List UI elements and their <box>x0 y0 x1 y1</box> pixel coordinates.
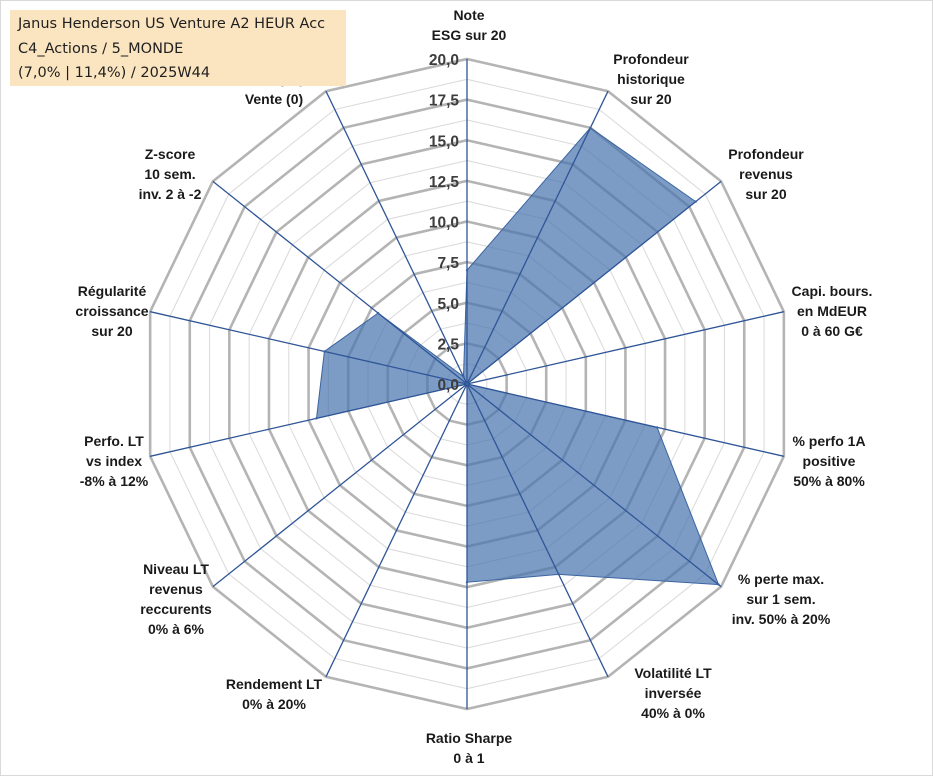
data-point <box>376 311 380 315</box>
axis-spoke <box>466 180 722 385</box>
axis-spoke <box>150 311 468 385</box>
axis-label: Capi. bours. en MdEUR 0 à 60 G€ <box>792 283 873 339</box>
data-point <box>694 200 697 203</box>
fund-info-box: Janus Henderson US Venture A2 HEUR Acc C… <box>10 10 346 86</box>
axis-label: Profondeur historique sur 20 <box>613 51 689 107</box>
axis-spoke <box>466 383 722 588</box>
axis-label: Volatilité LT inversée 40% à 0% <box>634 665 712 721</box>
fund-category: C4_Actions / 5_MONDE <box>18 41 184 57</box>
axis-spoke <box>466 383 609 678</box>
axis-label: % perfo 1A positive 50% à 80% <box>792 433 865 489</box>
axis-spoke <box>466 90 609 385</box>
axis-label: Perfo. LT vs index -8% à 12% <box>80 433 149 489</box>
tick-label: 10,0 <box>429 215 459 232</box>
tick-label: 17,5 <box>429 93 460 110</box>
data-point <box>557 573 560 576</box>
axis-label: Niveau LT revenus reccurents 0% à 6% <box>140 561 212 637</box>
axis-spoke <box>325 90 468 385</box>
axis-label: Rendement LT 0% à 20% <box>226 676 323 712</box>
data-point <box>589 126 592 129</box>
data-point <box>655 426 659 429</box>
data-point <box>465 382 469 386</box>
fund-name: Janus Henderson US Venture A2 HEUR Acc <box>18 16 326 32</box>
data-point <box>465 269 469 272</box>
axis-label: Profondeur revenus sur 20 <box>728 146 804 202</box>
fund-period: (7,0% | 11,4%) / 2025W44 <box>18 65 211 81</box>
tick-label: 0,0 <box>437 377 459 394</box>
tick-label: 7,5 <box>437 255 459 272</box>
tick-label: 15,0 <box>429 133 459 150</box>
axis-spoke <box>212 180 468 385</box>
data-point <box>465 581 469 584</box>
tick-label: 5,0 <box>437 296 459 313</box>
tick-label: 2,5 <box>437 336 459 353</box>
axis-label: Régularité croissance sur 20 <box>75 283 148 339</box>
data-point <box>315 417 318 420</box>
axis-label: Ratio Sharpe 0 à 1 <box>426 730 513 766</box>
axis-spoke <box>466 383 784 457</box>
data-point <box>323 350 326 353</box>
axis-spoke <box>212 383 468 588</box>
axis-spoke <box>466 311 784 385</box>
tick-label: 20,0 <box>429 52 459 69</box>
data-point <box>462 375 465 378</box>
data-point <box>717 583 720 586</box>
axis-spoke <box>150 383 468 457</box>
axis-label: Z-score 10 sem. inv. 2 à -2 <box>139 146 202 202</box>
axis-label: % perte max. sur 1 sem. inv. 50% à 20% <box>732 571 831 627</box>
axis-label: Note ESG sur 20 <box>432 7 507 43</box>
tick-label: 12,5 <box>429 174 460 191</box>
axis-spoke <box>325 383 468 678</box>
